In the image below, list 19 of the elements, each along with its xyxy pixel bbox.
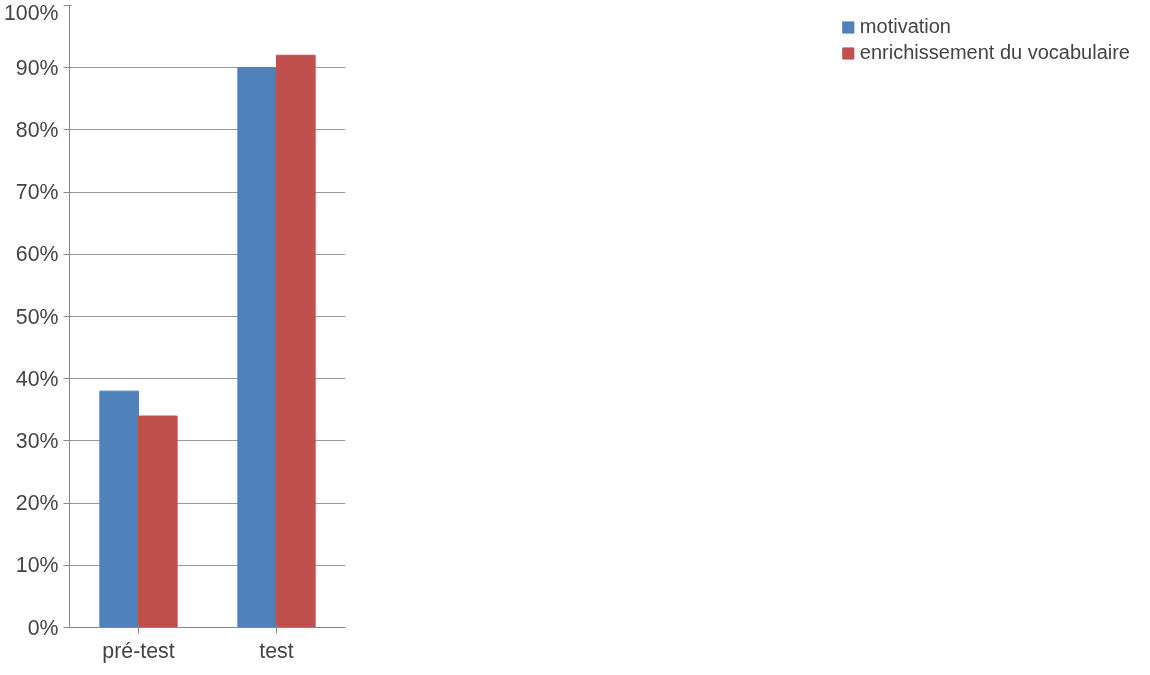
- y-tick-label: 100%: [3, 0, 59, 25]
- y-tick-label: 60%: [15, 242, 59, 267]
- y-tick-label: 90%: [15, 55, 59, 80]
- y-tick-label: 50%: [15, 304, 59, 329]
- legend-label: enrichissement du vocabulaire: [859, 41, 1130, 64]
- bar: [237, 67, 277, 628]
- legend-label: motivation: [859, 15, 951, 38]
- y-tick-label: 70%: [15, 180, 59, 205]
- y-tick-label: 20%: [15, 491, 59, 516]
- y-tick-label: 40%: [15, 366, 59, 391]
- y-tick-label: 10%: [15, 553, 59, 578]
- bar: [138, 415, 178, 628]
- y-tick-label: 30%: [15, 428, 59, 453]
- bar: [99, 390, 139, 628]
- x-tick-label: test: [259, 638, 294, 663]
- y-tick-label: 0%: [27, 615, 59, 640]
- y-tick-label: 80%: [15, 117, 59, 142]
- bar: [276, 54, 316, 628]
- x-tick-label: pré-test: [102, 638, 175, 663]
